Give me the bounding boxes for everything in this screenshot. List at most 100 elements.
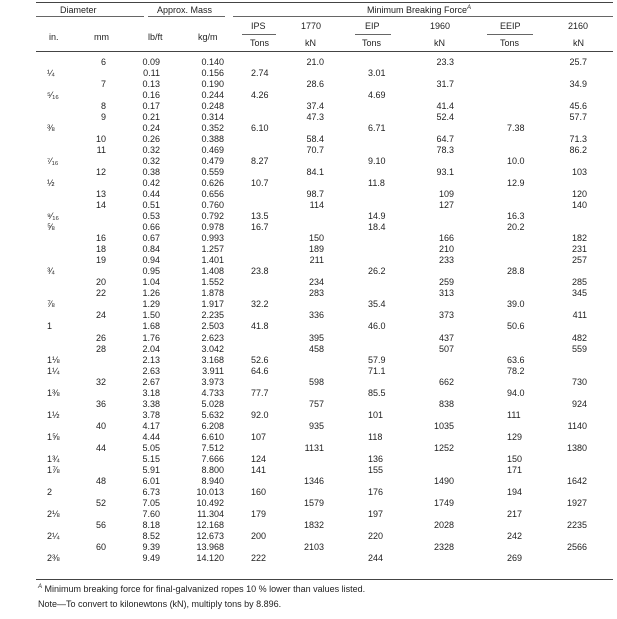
cell-in: ⁹⁄₁₆ [47, 211, 60, 221]
cell-lbft: 1.26 [142, 288, 160, 298]
cell-kn1960: 64.7 [436, 134, 454, 144]
cell-kn1770: 211 [309, 255, 324, 265]
cell-kn1770: 1832 [303, 520, 324, 530]
cell-mm: 11 [96, 145, 106, 155]
cell-lbft: 1.68 [142, 321, 160, 331]
cell-kn2160: 34.9 [569, 79, 587, 89]
cell-ips: 23.8 [251, 266, 269, 276]
cell-lbft: 3.18 [142, 388, 160, 398]
cell-lbft: 4.44 [142, 432, 160, 442]
cell-kn2160: 57.7 [569, 112, 587, 122]
cell-eeip: 242 [507, 531, 523, 541]
cell-kgm: 0.140 [201, 57, 224, 67]
cell-lbft: 5.15 [142, 454, 160, 464]
cell-lbft: 1.50 [142, 310, 160, 320]
header-ips-unit: Tons [250, 38, 270, 48]
header-diameter: Diameter [60, 5, 97, 15]
cell-ips: 10.7 [251, 178, 269, 188]
cell-kn1960: 109 [438, 189, 454, 199]
cell-kn1960: 2028 [433, 520, 454, 530]
cell-kn1960: 838 [438, 399, 454, 409]
header-eip: EIP [365, 21, 380, 31]
cell-kn2160: 25.7 [569, 57, 587, 67]
cell-lbft: 0.26 [142, 134, 160, 144]
cell-kn1960: 437 [438, 333, 454, 343]
cell-mm: 10 [95, 134, 106, 144]
cell-in: 2⅛ [47, 509, 60, 519]
cell-eeip: 171 [507, 465, 523, 475]
cell-kgm: 1.552 [201, 277, 224, 287]
cell-kgm: 0.559 [201, 167, 224, 177]
cell-lbft: 6.73 [142, 487, 160, 497]
cell-eeip: 28.8 [507, 266, 525, 276]
cell-kgm: 5.632 [201, 410, 224, 420]
header-2160: 2160 [568, 21, 589, 31]
cell-eeip: 217 [507, 509, 523, 519]
cell-eip: 136 [368, 454, 384, 464]
cell-in: 1¼ [47, 366, 60, 376]
cell-eip: 101 [368, 410, 384, 420]
cell-eeip: 39.0 [507, 299, 525, 309]
cell-mm: 52 [95, 498, 106, 508]
table-bottom-rule [36, 579, 613, 580]
cell-kgm: 10.492 [196, 498, 224, 508]
cell-in: 1¾ [47, 454, 60, 464]
cell-kgm: 3.168 [201, 355, 224, 365]
cell-kgm: 0.388 [201, 134, 224, 144]
cell-lbft: 0.32 [142, 156, 160, 166]
cell-eip: 220 [368, 531, 384, 541]
cell-in: 1 [47, 321, 53, 331]
cell-kgm: 0.479 [201, 156, 224, 166]
cell-in: ½ [47, 178, 55, 188]
cell-kn1770: 28.6 [306, 79, 324, 89]
cell-kn1960: 313 [438, 288, 454, 298]
cell-kgm: 14.120 [196, 553, 224, 563]
cell-kn1770: 336 [308, 310, 324, 320]
cell-eip: 4.69 [368, 90, 386, 100]
cell-kn2160: 411 [572, 310, 587, 320]
cell-mm: 24 [95, 310, 106, 320]
cell-kgm: 4.733 [201, 388, 224, 398]
cell-kn1960: 23.3 [436, 57, 454, 67]
cell-in: 2⅜ [47, 553, 60, 563]
cell-ips: 124 [251, 454, 267, 464]
cell-kn1960: 210 [438, 244, 454, 254]
cell-eip: 6.71 [368, 123, 386, 133]
cell-kn1960: 1035 [433, 421, 454, 431]
cell-kgm: 3.911 [202, 366, 224, 376]
cell-kn2160: 2566 [566, 542, 587, 552]
cell-ips: 32.2 [251, 299, 269, 309]
cell-ips: 6.10 [251, 123, 269, 133]
cell-in: 1⅞ [47, 465, 60, 475]
cell-lbft: 0.13 [142, 79, 160, 89]
cell-mm: 36 [95, 399, 106, 409]
cell-eip: 18.4 [368, 222, 386, 232]
cell-kgm: 0.469 [201, 145, 224, 155]
cell-lbft: 0.16 [142, 90, 160, 100]
cell-lbft: 0.67 [142, 233, 160, 243]
cell-kn2160: 2235 [566, 520, 587, 530]
cell-kn1770: 1131 [304, 443, 324, 453]
cell-lbft: 0.84 [142, 244, 160, 254]
cell-mm: 22 [95, 288, 106, 298]
cell-kn1960: 127 [438, 200, 454, 210]
cell-kn1770: 1579 [303, 498, 324, 508]
cell-kn1770: 150 [308, 233, 324, 243]
cell-mm: 32 [95, 377, 106, 387]
cell-kgm: 6.610 [201, 432, 224, 442]
cell-lbft: 8.52 [142, 531, 160, 541]
header-1960-unit: kN [434, 38, 445, 48]
cell-lbft: 3.78 [142, 410, 160, 420]
cell-kgm: 8.940 [201, 476, 224, 486]
cell-ips: 13.5 [251, 211, 269, 221]
cell-kgm: 0.656 [201, 189, 224, 199]
cell-kn1770: 598 [308, 377, 324, 387]
cell-mm: 14 [95, 200, 106, 210]
cell-lbft: 0.42 [142, 178, 160, 188]
cell-ips: 41.8 [251, 321, 269, 331]
cell-eip: 3.01 [368, 68, 386, 78]
cell-kn1770: 234 [308, 277, 324, 287]
cell-eeip: 16.3 [507, 211, 525, 221]
cell-kn1770: 21.0 [306, 57, 324, 67]
cell-mm: 56 [95, 520, 106, 530]
